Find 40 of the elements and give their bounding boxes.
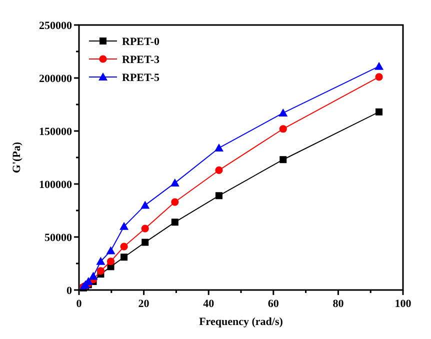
x-tick-label: 0 bbox=[76, 298, 82, 310]
point bbox=[376, 108, 383, 116]
point bbox=[142, 238, 149, 246]
y-tick-label: 100000 bbox=[39, 179, 72, 191]
point bbox=[214, 143, 224, 152]
x-tick-label: 20 bbox=[138, 298, 150, 310]
point bbox=[375, 73, 383, 81]
point bbox=[171, 218, 178, 226]
point bbox=[170, 178, 180, 186]
point bbox=[120, 242, 128, 250]
point bbox=[141, 224, 149, 232]
point bbox=[120, 254, 128, 261]
x-axis-title: Frequency (rad/s) bbox=[199, 316, 284, 328]
x-tick-label: 60 bbox=[268, 298, 280, 310]
point bbox=[140, 200, 150, 209]
point bbox=[106, 258, 115, 266]
x-tick-label: 40 bbox=[203, 298, 215, 310]
legend-label: RPET-3 bbox=[122, 54, 160, 66]
point bbox=[280, 156, 287, 164]
x-tick-label: 80 bbox=[332, 298, 344, 310]
y-axis-title: G'(Pa) bbox=[11, 142, 23, 174]
y-tick-label: 250000 bbox=[39, 20, 72, 32]
point bbox=[96, 267, 105, 275]
point bbox=[88, 272, 98, 280]
point bbox=[215, 192, 222, 200]
y-tick-label: 0 bbox=[66, 285, 72, 297]
point bbox=[278, 108, 288, 116]
legend-label: RPET-0 bbox=[122, 36, 160, 48]
x-tick-label: 100 bbox=[394, 298, 412, 310]
point bbox=[374, 62, 384, 70]
point bbox=[96, 256, 106, 265]
point bbox=[120, 222, 129, 230]
point bbox=[106, 246, 116, 254]
legend-label: RPET-5 bbox=[122, 72, 160, 84]
y-tick-label: 150000 bbox=[39, 126, 72, 138]
point bbox=[279, 125, 287, 133]
y-tick-label: 50000 bbox=[44, 232, 72, 244]
y-tick-label: 200000 bbox=[39, 73, 72, 85]
point bbox=[171, 198, 179, 206]
point bbox=[215, 166, 223, 174]
